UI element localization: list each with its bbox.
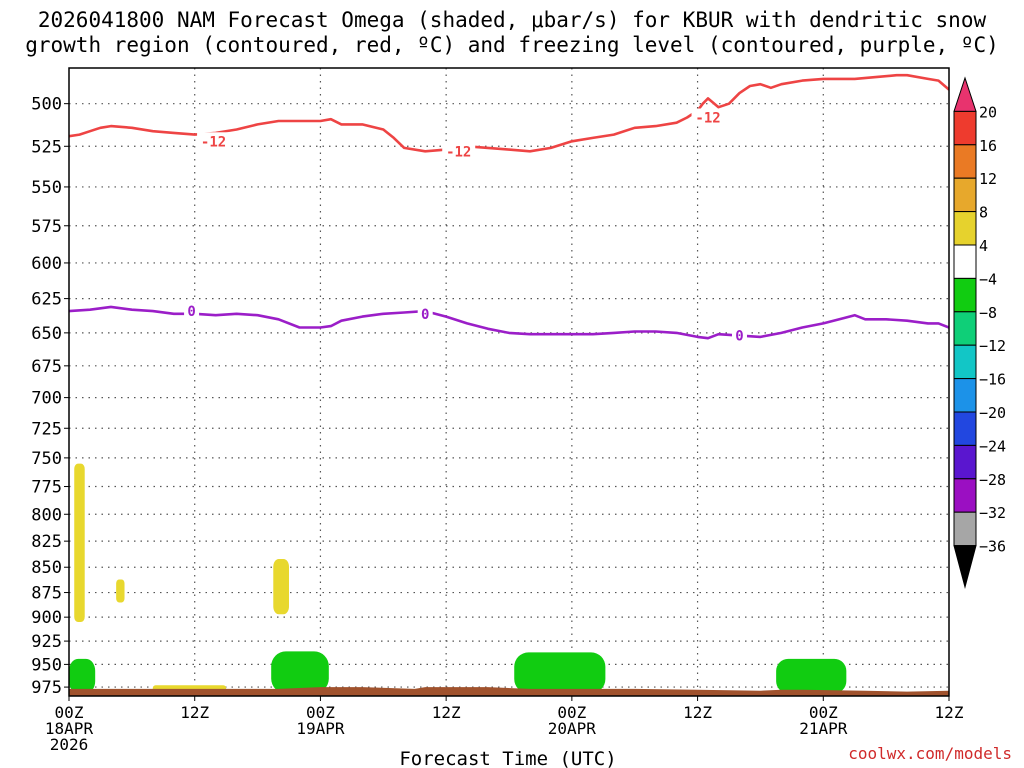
colorbar-label-8: −16 [979,371,1006,389]
omega-shading [69,463,847,694]
y-tick-label-825: 825 [31,532,62,552]
x-tick-label-0-1: 00Z [55,703,84,722]
colorbar-segment-11 [953,444,977,480]
y-tick-label-550: 550 [31,178,62,198]
y-tick-label-900: 900 [31,608,62,628]
colorbar-segment-8 [953,344,977,380]
credit-text: coolwx.com/models [848,744,1012,763]
y-tick-label-650: 650 [31,324,62,344]
colorbar-segment-9 [953,378,977,413]
colorbar-label-7: −12 [979,337,1006,355]
x-tick-label-48-1: 00Z [557,703,586,722]
y-tick-label-525: 525 [31,137,62,157]
colorbar-segment-0 [953,76,977,112]
x-tick-label-72-1: 00Z [809,703,838,722]
x-tick-label-0-2: 18APR [45,719,94,738]
contour-label-bg-0-1 [442,142,476,159]
y-tick-label-725: 725 [31,419,62,439]
chart-title-line-1: 2026041800 NAM Forecast Omega (shaded, μ… [37,8,987,32]
colorbar-label-11: −28 [979,471,1006,489]
y-tick-label-675: 675 [31,357,62,377]
contour-label-1-2: 0 [735,329,743,345]
chart-title: 2026041800 NAM Forecast Omega (shaded, μ… [0,8,1024,58]
colorbar-label-4: 4 [979,237,988,255]
x-axis-title: Forecast Time (UTC) [399,748,616,768]
colorbar-label-10: −24 [979,437,1006,455]
omega-region-6 [271,651,329,694]
x-tick-label-36-1: 12Z [432,703,461,722]
contour-line-freezing-level [69,305,949,340]
colorbar-label-2: 12 [979,170,997,188]
colorbar-label-6: −8 [979,304,997,322]
contour-label-0-1: -12 [446,144,471,160]
colorbar-segment-10 [953,411,977,446]
colorbar-segment-2 [953,144,977,179]
plot-frame [68,67,950,697]
contour-label-bg-0-0 [197,132,231,149]
y-tick-label-925: 925 [31,632,62,652]
omega-region-8 [776,658,847,694]
colorbar-label-12: −32 [979,504,1006,522]
omega-region-1 [74,463,85,622]
colorbar-segment-5 [953,244,977,279]
grid-lines [69,68,949,696]
colorbar-segment-6 [953,277,977,313]
contour-label-bg-1-2 [731,326,747,343]
contour-label-bg-0-2 [691,108,725,125]
colorbar-label-0: 20 [979,103,997,121]
y-tick-label-625: 625 [31,290,62,310]
x-tick-label-72-2: 21APR [799,719,848,738]
y-tick-label-750: 750 [31,449,62,469]
terrain-layer [69,687,949,696]
y-axis: 500 525 550 575 600 625 650 675 700 725 750 775 800 8… [31,95,69,698]
chart-title-line-2: growth region (contoured, red, ºC) and f… [25,33,999,57]
y-tick-label-575: 575 [31,217,62,237]
colorbar-segment-14 [953,545,977,589]
colorbar-label-5: −4 [979,270,997,288]
omega-region-2 [116,579,125,603]
contour-label-0-2: -12 [695,111,720,127]
colorbar-label-9: −20 [979,404,1006,422]
contour-labels: -12 -12 -12 0 0 0 [184,108,747,345]
y-tick-label-775: 775 [31,478,62,498]
x-tick-label-24-1: 00Z [306,703,335,722]
terrain-surface [69,687,949,696]
contour-label-1-1: 0 [421,307,429,323]
colorbar-segment-12 [953,478,977,513]
colorbar-label-13: −36 [979,538,1006,556]
contour-label-bg-1-1 [417,304,433,321]
x-tick-label-24-2: 19APR [296,719,345,738]
contour-label-bg-1-0 [184,302,200,319]
x-tick-label-0-3: 2026 [50,735,89,754]
x-tick-label-12-1: 12Z [180,703,209,722]
x-tick-label-60-1: 12Z [683,703,712,722]
y-tick-label-875: 875 [31,584,62,604]
contour-label-0-0: -12 [201,134,226,150]
colorbar-label-1: 16 [979,137,997,155]
y-tick-label-975: 975 [31,678,62,698]
y-tick-label-600: 600 [31,254,62,274]
y-tick-label-850: 850 [31,558,62,578]
colorbar-label-3: 8 [979,204,988,222]
colorbar: 20 16 12 8 4 −4 −8 −12 −16 −20 −24 −28 −32 −36 [953,76,1006,589]
omega-region-7 [514,652,606,694]
y-tick-label-950: 950 [31,655,62,675]
y-tick-label-500: 500 [31,95,62,115]
omega-region-5 [69,658,96,694]
colorbar-segment-13 [953,511,977,547]
colorbar-segment-7 [953,311,977,346]
contour-label-1-0: 0 [187,304,195,320]
colorbar-segment-3 [953,177,977,213]
colorbar-segment-4 [953,211,977,246]
y-tick-label-700: 700 [31,389,62,409]
x-tick-label-84-1: 12Z [935,703,964,722]
omega-region-3 [273,558,289,615]
x-tick-label-48-2: 20APR [548,719,597,738]
y-tick-label-800: 800 [31,505,62,525]
colorbar-segment-1 [953,110,977,146]
